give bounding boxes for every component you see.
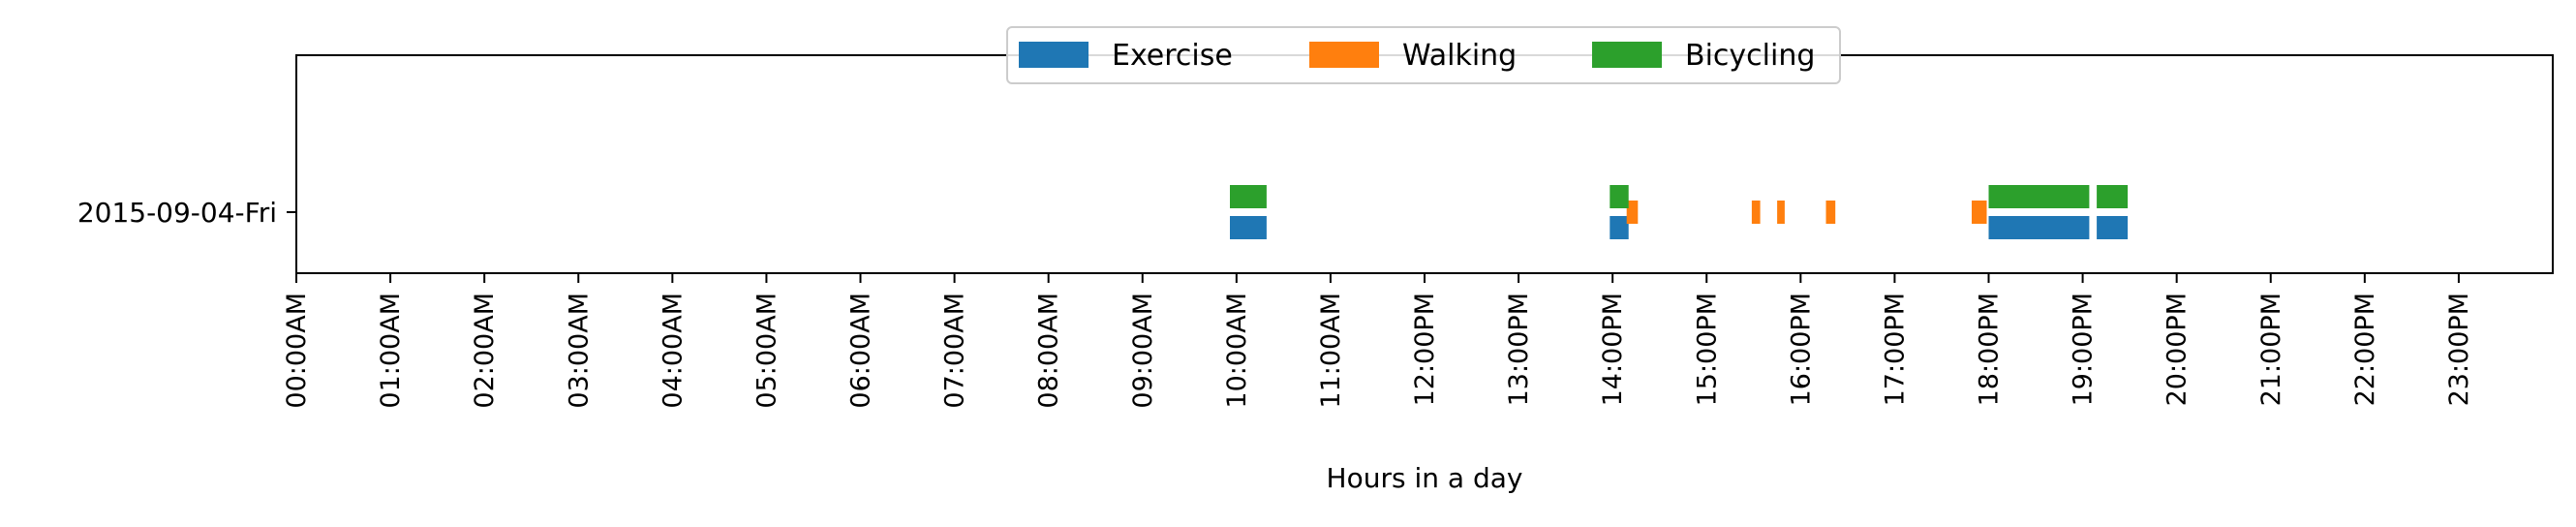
bar-bicycling-1 bbox=[1610, 185, 1629, 208]
x-tick-label-5: 05:00AM bbox=[751, 293, 782, 409]
x-tick-label-22: 22:00PM bbox=[2350, 293, 2380, 406]
bar-exercise-0 bbox=[1230, 216, 1267, 239]
x-tick-label-12: 12:00PM bbox=[1410, 293, 1440, 406]
x-tick-label-9: 09:00AM bbox=[1128, 293, 1158, 409]
y-tick-label-0: 2015-09-04-Fri bbox=[77, 197, 277, 229]
plot-area-frame bbox=[295, 54, 2554, 274]
x-tick-label-23: 23:00PM bbox=[2444, 293, 2474, 406]
bar-walking-1 bbox=[1751, 201, 1761, 224]
x-tick-label-10: 10:00AM bbox=[1222, 293, 1252, 409]
x-tick-label-21: 21:00PM bbox=[2256, 293, 2286, 406]
bar-walking-3 bbox=[1825, 201, 1836, 224]
bar-bicycling-2 bbox=[1988, 185, 2090, 208]
bar-exercise-3 bbox=[2097, 216, 2129, 239]
x-tick-label-6: 06:00AM bbox=[846, 293, 876, 409]
legend-label-exercise: Exercise bbox=[1112, 39, 1233, 73]
x-tick-label-16: 16:00PM bbox=[1786, 293, 1816, 406]
x-tick-label-3: 03:00AM bbox=[564, 293, 594, 409]
y-axis: 2015-09-04-Fri bbox=[77, 197, 296, 229]
bar-walking-0 bbox=[1626, 201, 1639, 224]
x-tick-label-7: 07:00AM bbox=[940, 293, 970, 409]
x-tick-label-19: 19:00PM bbox=[2069, 293, 2099, 406]
x-tick-label-18: 18:00PM bbox=[1975, 293, 2005, 406]
legend-swatch-bicycling bbox=[1592, 42, 1662, 68]
legend: Exercise Walking Bicycling bbox=[1006, 26, 1841, 84]
legend-label-bicycling: Bicycling bbox=[1685, 39, 1815, 73]
bar-bicycling-3 bbox=[2097, 185, 2129, 208]
bar-walking-4 bbox=[1972, 201, 1987, 224]
x-tick-label-15: 15:00PM bbox=[1692, 293, 1722, 406]
legend-box bbox=[1006, 26, 1841, 84]
x-tick-label-0: 00:00AM bbox=[282, 293, 312, 409]
bar-exercise-2 bbox=[1988, 216, 2090, 239]
x-axis-label: Hours in a day bbox=[1327, 462, 1523, 494]
x-tick-label-2: 02:00AM bbox=[470, 293, 500, 409]
x-tick-label-8: 08:00AM bbox=[1034, 293, 1064, 409]
bar-exercise-1 bbox=[1610, 216, 1629, 239]
bar-walking-2 bbox=[1777, 201, 1785, 224]
x-tick-label-20: 20:00PM bbox=[2162, 293, 2193, 406]
x-tick-label-14: 14:00PM bbox=[1598, 293, 1628, 406]
bars-layer bbox=[1230, 185, 2129, 239]
legend-swatch-exercise bbox=[1019, 42, 1089, 68]
x-tick-label-11: 11:00AM bbox=[1316, 293, 1346, 409]
bar-bicycling-0 bbox=[1230, 185, 1267, 208]
x-tick-label-4: 04:00AM bbox=[658, 293, 688, 409]
legend-label-walking: Walking bbox=[1402, 39, 1517, 73]
x-axis: 00:00AM 01:00AM 02:00AM 03:00AM 04:00AM 05:00… bbox=[282, 273, 2474, 409]
x-tick-label-13: 13:00PM bbox=[1504, 293, 1534, 406]
x-tick-label-1: 01:00AM bbox=[376, 293, 406, 409]
legend-swatch-walking bbox=[1309, 42, 1379, 68]
x-tick-label-17: 17:00PM bbox=[1880, 293, 1910, 406]
